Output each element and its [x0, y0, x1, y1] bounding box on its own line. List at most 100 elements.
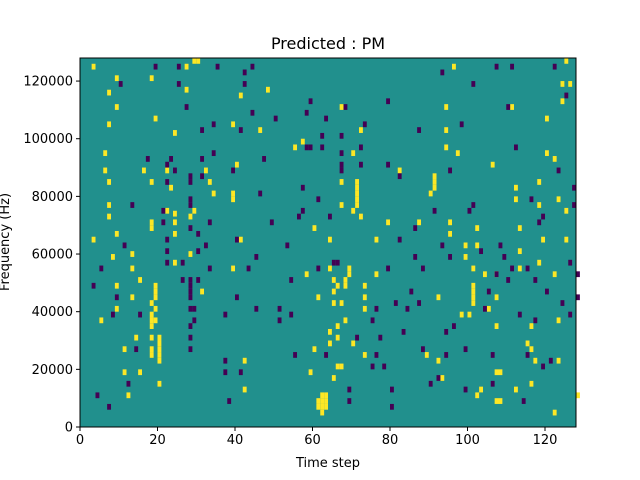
heatmap-cell-low: [421, 346, 425, 353]
heatmap-cell-high: [153, 115, 158, 122]
heatmap-cell-low: [188, 173, 193, 180]
heatmap-cell-low: [382, 363, 387, 370]
heatmap-cell-low: [258, 190, 263, 197]
heatmap-cell-low: [242, 69, 247, 76]
heatmap-cell-high: [556, 317, 561, 324]
heatmap-cell-high: [556, 357, 561, 364]
heatmap-cell-high: [149, 179, 154, 185]
heatmap-cell-low: [347, 386, 352, 393]
heatmap-cell-low: [343, 104, 348, 110]
heatmap-cell-high: [514, 184, 518, 191]
heatmap-cell-low: [467, 207, 472, 214]
heatmap-cell-high: [328, 340, 332, 347]
heatmap-cell-low: [405, 305, 410, 312]
heatmap-cell-low: [196, 248, 201, 255]
heatmap-cell-high: [238, 92, 243, 99]
heatmap-cell-low: [262, 156, 267, 162]
heatmap-cell-low: [548, 357, 553, 364]
heatmap-cell-low: [192, 317, 197, 324]
heatmap-cell-low: [452, 323, 456, 329]
x-tick-label: 0: [76, 433, 84, 448]
heatmap-cell-low: [386, 98, 391, 105]
heatmap-cell-high: [533, 357, 538, 364]
heatmap-cell-high: [552, 271, 557, 278]
heatmap-cell-high: [479, 386, 484, 393]
heatmap-cell-low: [448, 167, 453, 174]
heatmap-cell-high: [335, 323, 340, 329]
heatmap-cell-high: [242, 357, 247, 364]
heatmap-cell-low: [169, 156, 174, 162]
heatmap-cell-high: [351, 150, 356, 157]
heatmap-cell-high: [359, 127, 363, 133]
x-tick-label: 40: [227, 433, 244, 448]
heatmap-cell-low: [506, 104, 511, 110]
heatmap-cell-low: [525, 265, 530, 272]
heatmap-cell-high: [362, 282, 367, 289]
heatmap-cell-low: [285, 242, 290, 249]
heatmap-cell-high: [138, 277, 143, 283]
heatmap-cell-low: [130, 202, 135, 208]
heatmap-cell-low: [463, 386, 468, 393]
heatmap-cell-high: [343, 277, 348, 283]
heatmap-cell-low: [126, 380, 131, 387]
heatmap-cell-high: [111, 254, 115, 260]
heatmap-cell-high: [149, 225, 154, 231]
heatmap-cell-low: [304, 109, 309, 116]
heatmap-cell-high: [471, 294, 476, 301]
heatmap-cell-high: [324, 398, 329, 404]
heatmap-cell-low: [417, 127, 422, 133]
heatmap-cell-high: [374, 236, 379, 243]
heatmap-cell-low: [444, 352, 449, 358]
heatmap-cell-low: [289, 277, 294, 283]
heatmap-cell-high: [157, 357, 162, 364]
heatmap-cell-low: [134, 346, 139, 353]
heatmap-cell-high: [324, 403, 329, 410]
heatmap-cell-high: [99, 317, 104, 324]
x-tick-label: 20: [149, 433, 166, 448]
heatmap-cell-high: [200, 288, 205, 295]
x-tick-label: 60: [304, 433, 321, 448]
heatmap-cell-high: [188, 213, 193, 220]
heatmap-cell-low: [223, 311, 228, 318]
heatmap-cell-high: [444, 144, 449, 151]
heatmap-cell-low: [370, 363, 375, 370]
heatmap-cell-high: [149, 323, 154, 329]
heatmap-cell-high: [440, 375, 445, 381]
heatmap-cell-low: [204, 242, 208, 249]
heatmap-cell-high: [114, 230, 119, 237]
heatmap-cell-high: [432, 184, 437, 191]
heatmap-cell-high: [149, 346, 154, 353]
heatmap-cell-low: [200, 173, 205, 180]
heatmap-cell-low: [246, 265, 251, 272]
heatmap-cell-high: [211, 190, 216, 197]
heatmap-cell-high: [529, 380, 534, 387]
heatmap-cell-low: [316, 265, 321, 272]
heatmap-cell-low: [207, 265, 212, 272]
heatmap-cell-high: [328, 328, 332, 335]
heatmap-cell-low: [320, 132, 325, 139]
heatmap-cell-low: [269, 219, 274, 226]
heatmap-cell-high: [304, 271, 309, 278]
heatmap-cell-low: [440, 69, 445, 76]
heatmap-cells: [80, 58, 580, 427]
heatmap-cell-high: [192, 58, 197, 64]
heatmap-cell-low: [188, 334, 193, 341]
heatmap-cell-low: [250, 109, 255, 116]
heatmap-cell-low: [494, 271, 499, 278]
heatmap-cell-high: [107, 121, 112, 128]
heatmap-cell-high: [153, 317, 158, 324]
heatmap-cell-low: [564, 92, 569, 99]
heatmap-cell-low: [428, 380, 433, 387]
heatmap-cell-high: [494, 323, 499, 329]
heatmap-cell-low: [107, 403, 112, 410]
heatmap-cell-low: [188, 277, 193, 283]
x-tick-label: 80: [382, 433, 399, 448]
heatmap-cell-low: [95, 392, 100, 399]
heatmap-cell-low: [91, 282, 96, 289]
heatmap-cell-high: [331, 300, 336, 306]
heatmap-cell-low: [188, 196, 193, 203]
heatmap-cell-high: [537, 179, 542, 185]
heatmap-cell-high: [374, 271, 379, 278]
heatmap-cell-high: [455, 150, 460, 157]
y-tick-label: 40000: [32, 305, 73, 320]
